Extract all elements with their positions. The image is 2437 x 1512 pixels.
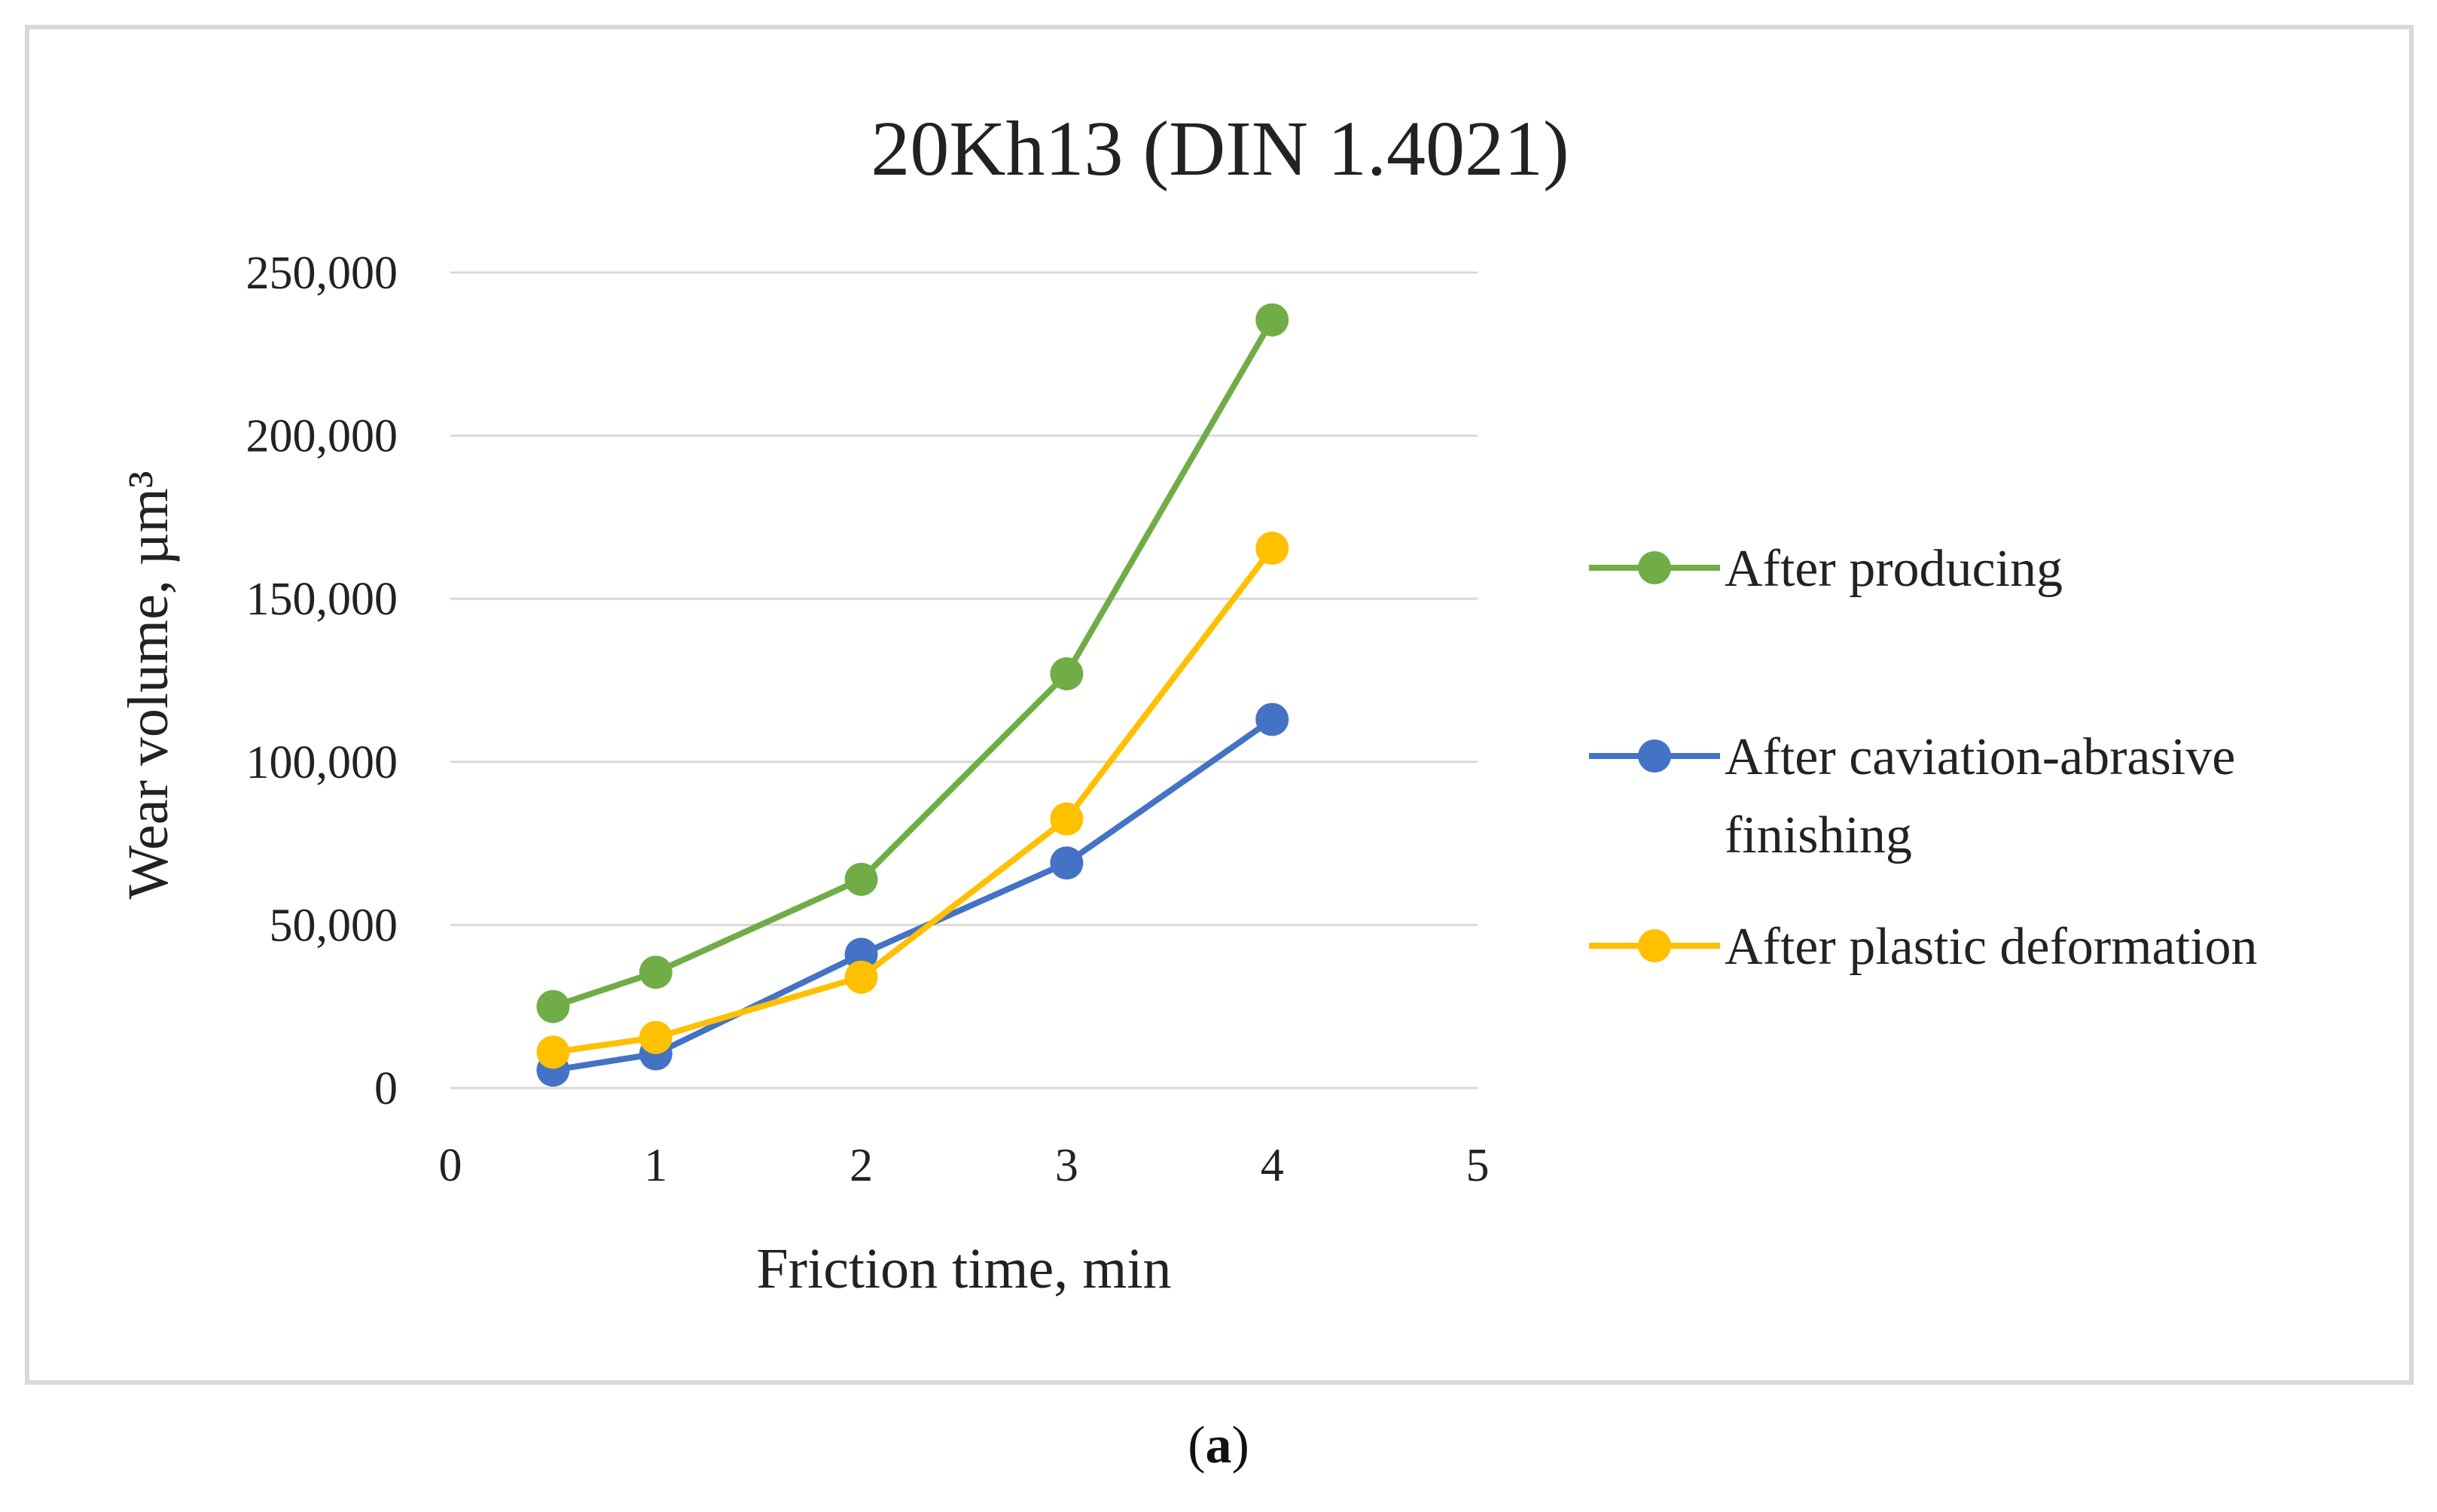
y-tick-label: 200,000 <box>246 411 398 462</box>
data-point <box>844 960 878 994</box>
legend-label: After plastic deformation <box>1725 918 2258 976</box>
data-point <box>1050 802 1084 836</box>
x-tick-label: 4 <box>1261 1140 1284 1191</box>
grid-lines <box>450 271 1478 1090</box>
caption-close: ) <box>1231 1416 1249 1474</box>
legend-label: After caviation-abrasive <box>1725 728 2235 786</box>
y-tick-label: 0 <box>374 1063 398 1114</box>
y-tick-label: 100,000 <box>246 737 398 788</box>
data-point <box>639 1020 673 1054</box>
chart-frame <box>25 25 2414 1385</box>
data-point <box>1050 846 1084 880</box>
legend: After producing After caviation-abrasive f… <box>1589 540 2258 976</box>
data-point <box>844 862 878 896</box>
legend-marker <box>1638 929 1671 962</box>
data-point <box>844 937 878 971</box>
x-tick-label: 1 <box>644 1140 667 1191</box>
data-point <box>639 956 673 989</box>
caption-open: ( <box>1188 1416 1206 1474</box>
y-tick-label: 150,000 <box>246 574 398 625</box>
legend-entry: After producing <box>1589 540 2063 598</box>
series-1 <box>536 303 1289 1023</box>
x-tick-labels: 0 1 2 3 4 5 <box>439 1140 1490 1191</box>
data-point <box>536 1035 570 1069</box>
x-tick-label: 0 <box>439 1140 462 1191</box>
y-axis-title: Wear volume, µm³ <box>117 471 180 899</box>
x-axis-title: Friction time, min <box>757 1237 1172 1300</box>
y-tick-label: 250,000 <box>246 248 398 299</box>
series <box>536 303 1289 1087</box>
legend-entry: After caviation-abrasive finishing <box>1589 728 2235 864</box>
data-point <box>1255 303 1289 337</box>
data-point <box>1050 657 1084 690</box>
data-point <box>1255 703 1289 736</box>
legend-marker <box>1638 739 1671 773</box>
data-point <box>1255 532 1289 565</box>
y-tick-label: 50,000 <box>270 900 398 951</box>
chart-title: 20Kh13 (DIN 1.4021) <box>871 105 1569 192</box>
legend-marker <box>1638 551 1671 584</box>
figure-caption: (a) <box>0 1416 2437 1476</box>
legend-label: finishing <box>1725 806 1912 864</box>
x-tick-label: 3 <box>1055 1140 1078 1191</box>
data-point <box>536 989 570 1023</box>
x-tick-label: 5 <box>1466 1140 1490 1191</box>
x-tick-label: 2 <box>849 1140 873 1191</box>
series-3 <box>536 532 1289 1069</box>
caption-letter: a <box>1205 1416 1232 1474</box>
series-2 <box>536 703 1289 1087</box>
legend-entry: After plastic deformation <box>1589 918 2258 976</box>
legend-label: After producing <box>1725 540 2063 598</box>
y-tick-labels: 0 50,000 100,000 150,000 200,000 250,000 <box>246 248 398 1114</box>
